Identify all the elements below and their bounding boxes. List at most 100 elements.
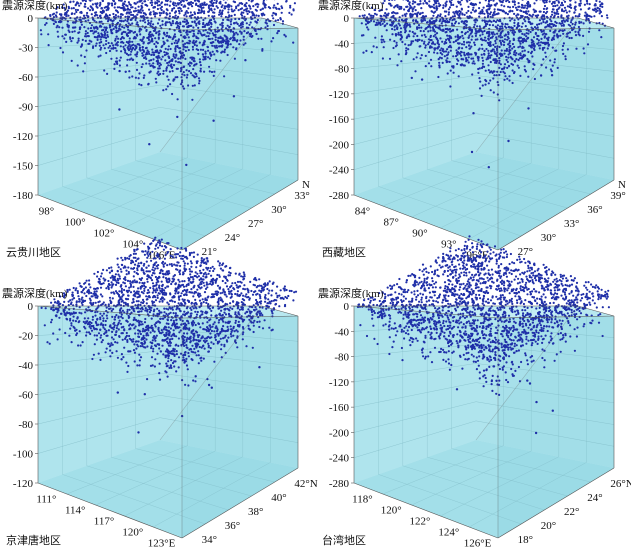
- data-point: [202, 6, 205, 9]
- data-point: [67, 29, 70, 32]
- z-tick-label: -60: [18, 72, 33, 84]
- data-point: [203, 10, 206, 13]
- data-point: [115, 35, 118, 38]
- data-point: [497, 12, 500, 15]
- data-point: [261, 14, 264, 17]
- data-point: [79, 2, 82, 5]
- data-point: [405, 49, 408, 52]
- data-point: [496, 59, 499, 62]
- data-point: [198, 20, 201, 23]
- data-point: [106, 35, 110, 38]
- data-point: [380, 35, 383, 38]
- data-point: [432, 29, 435, 32]
- grid-line: [427, 168, 568, 209]
- data-point: [255, 14, 258, 17]
- data-point: [256, 18, 259, 22]
- data-point: [550, 2, 554, 5]
- data-point: [438, 66, 441, 69]
- data-point: [413, 32, 416, 35]
- cube-edge: [159, 17, 263, 153]
- data-point: [487, 82, 490, 85]
- data-point: [573, 26, 576, 29]
- data-point: [499, 20, 502, 23]
- data-point: [145, 28, 148, 32]
- data-point: [538, 22, 541, 26]
- data-point: [593, 15, 596, 18]
- front-wall-right: [182, 316, 298, 538]
- data-point: [76, 8, 79, 12]
- data-point: [207, 23, 210, 26]
- data-point: [109, 28, 113, 31]
- data-point: [191, 5, 194, 8]
- data-point: [538, 47, 541, 50]
- data-point: [425, 1, 428, 4]
- data-point: [462, 58, 465, 61]
- data-point: [524, 16, 527, 19]
- data-point: [549, 29, 552, 32]
- data-point: [492, 77, 495, 80]
- data-point: [123, 9, 126, 12]
- data-point: [198, 278, 201, 281]
- data-point: [231, 39, 235, 42]
- data-point: [527, 59, 530, 62]
- data-point: [226, 46, 229, 49]
- data-point: [210, 1, 213, 4]
- data-point: [151, 51, 154, 54]
- data-point: [114, 9, 118, 12]
- data-point: [403, 13, 406, 16]
- data-point: [157, 67, 160, 70]
- data-point: [261, 49, 264, 52]
- data-point: [500, 25, 504, 28]
- data-point: [211, 37, 214, 40]
- data-point: [586, 43, 590, 46]
- data-point: [133, 343, 136, 346]
- data-point: [578, 2, 581, 6]
- data-point: [120, 19, 123, 22]
- data-point: [464, 31, 467, 34]
- data-point: [166, 34, 169, 37]
- data-point: [499, 25, 502, 28]
- data-point: [529, 30, 532, 34]
- data-point: [182, 48, 185, 51]
- data-point: [99, 48, 102, 51]
- data-point: [170, 59, 174, 63]
- data-point: [150, 0, 153, 2]
- data-point: [481, 19, 484, 22]
- data-point: [139, 33, 142, 36]
- data-point: [436, 39, 439, 42]
- data-point: [526, 7, 529, 10]
- data-point: [528, 4, 532, 7]
- data-point: [582, 47, 585, 50]
- data-point: [473, 43, 476, 47]
- data-point: [83, 55, 86, 59]
- data-point: [382, 2, 385, 5]
- data-point: [460, 54, 463, 57]
- data-point: [414, 39, 417, 42]
- data-point: [112, 12, 115, 16]
- data-point: [510, 62, 513, 65]
- data-point: [67, 5, 70, 8]
- data-point: [195, 18, 198, 21]
- data-point: [490, 4, 493, 7]
- data-point: [189, 3, 193, 6]
- data-point: [523, 6, 526, 9]
- data-point: [126, 26, 129, 29]
- data-point: [468, 34, 471, 37]
- data-point: [229, 30, 232, 33]
- z-tick-label: 0: [344, 13, 350, 25]
- grid-line: [440, 168, 559, 229]
- data-point: [527, 75, 530, 78]
- data-point: [472, 26, 476, 29]
- data-point: [447, 13, 450, 16]
- data-point: [158, 56, 161, 59]
- grid-line: [62, 474, 206, 525]
- data-point: [498, 39, 502, 43]
- data-point: [476, 55, 480, 59]
- data-point: [433, 47, 436, 50]
- data-point: [505, 49, 508, 52]
- data-point: [77, 31, 80, 34]
- data-point: [474, 21, 477, 24]
- data-point: [507, 65, 511, 68]
- data-point: [50, 321, 53, 324]
- data-point: [151, 48, 154, 51]
